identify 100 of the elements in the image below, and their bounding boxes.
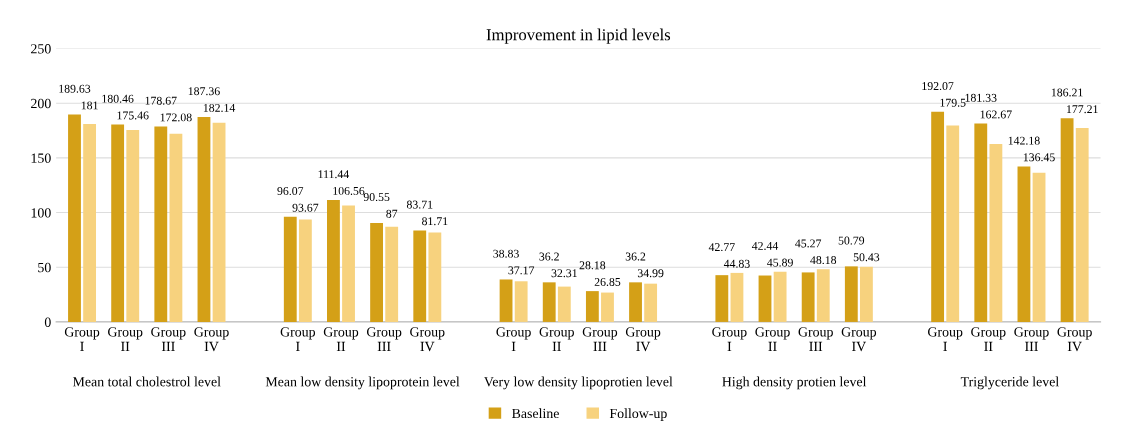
bar (773, 271, 787, 322)
bar (428, 232, 442, 322)
bar (557, 286, 571, 322)
bar (342, 205, 355, 322)
bar (499, 279, 513, 322)
data-label: 28.18 (579, 261, 606, 270)
bar (385, 226, 399, 322)
data-label: 178.67 (145, 96, 177, 105)
text: High density protien level (722, 376, 867, 390)
data-label: 172.08 (160, 113, 192, 122)
bar (1032, 172, 1046, 322)
text: Very low density lipoprotien level (484, 376, 673, 390)
x-tick-label: Group II (971, 327, 1006, 351)
bar (126, 130, 140, 322)
legend-label: Follow-up (609, 408, 667, 421)
bar (801, 272, 815, 322)
bar (212, 122, 226, 322)
y-tick-label: 250 (31, 44, 51, 54)
bar (989, 144, 1003, 322)
bar (758, 275, 772, 322)
x-tick-label: Group II (755, 327, 790, 351)
bar (154, 126, 168, 322)
data-label: 50.79 (838, 236, 865, 245)
data-label: 179.5 (940, 98, 966, 107)
bar (68, 114, 81, 322)
data-label: 34.99 (637, 269, 664, 278)
data-label: 37.17 (508, 266, 535, 275)
data-label: 45.89 (767, 258, 793, 267)
data-label: 192.07 (922, 82, 954, 91)
data-label: 96.07 (277, 187, 304, 196)
text: Triglyceride level (960, 376, 1059, 390)
x-tick-label: Group III (151, 327, 186, 351)
bar (197, 117, 211, 322)
bar (327, 200, 340, 322)
x-tick-label: Group IV (194, 327, 229, 352)
x-tick-label: Group I (64, 327, 100, 351)
data-label: 32.31 (551, 269, 577, 278)
y-tick-label: 200 (31, 98, 51, 109)
x-tick-label: Group II (108, 327, 143, 351)
bar (715, 275, 729, 322)
data-label: 136.45 (1023, 153, 1055, 162)
data-label: 87 (386, 209, 398, 218)
text: Mean total cholestrol level (72, 376, 221, 387)
x-tick-label: Group III (1014, 327, 1049, 351)
data-label: 42.77 (708, 243, 735, 252)
data-label: 142.18 (1008, 136, 1040, 145)
bar (974, 123, 988, 322)
bar (860, 266, 873, 322)
x-tick-label: Group II (323, 327, 359, 351)
data-label: 175.46 (117, 111, 149, 120)
data-label: 181.33 (965, 93, 997, 102)
data-label: 93.67 (292, 203, 319, 212)
x-tick-label: Group IV (1057, 327, 1092, 352)
x-tick-label: Group III (366, 327, 402, 351)
bar (542, 282, 556, 322)
bar (298, 219, 312, 322)
data-label: 44.83 (723, 259, 750, 268)
data-label: 111.44 (318, 170, 350, 179)
data-label: 186.21 (1051, 88, 1083, 97)
y-tick-label: 50 (38, 262, 51, 273)
x-tick-label: Group I (928, 327, 963, 351)
bar (1075, 128, 1089, 322)
data-label: 180.46 (102, 94, 134, 103)
data-label: 181 (81, 101, 98, 110)
legend-label: Baseline (512, 408, 559, 419)
data-label: 45.27 (795, 239, 822, 248)
x-tick-label: Group II (539, 327, 574, 351)
data-label: 187.36 (188, 87, 220, 96)
data-label: 36.2 (625, 252, 646, 261)
text: Mean low density lipoprotein level (265, 376, 460, 390)
y-tick-label: 150 (31, 153, 51, 163)
data-label: 83.71 (406, 200, 433, 209)
x-tick-label: Group I (712, 327, 747, 351)
x-tick-label: Group IV (625, 327, 661, 352)
chart-title: Improvement in lipid levels (486, 28, 671, 44)
data-label: 26.85 (594, 277, 621, 286)
bar (931, 111, 945, 322)
x-tick-label: Group III (582, 327, 618, 351)
y-tick-label: 100 (31, 208, 51, 218)
data-label: 106.56 (333, 186, 365, 195)
bar (1017, 166, 1031, 322)
data-label: 162.67 (980, 110, 1012, 119)
bar (413, 230, 427, 322)
x-tick-label: Group IV (841, 327, 877, 352)
bar (844, 266, 858, 322)
data-label: 182.14 (203, 103, 236, 112)
bar (816, 269, 830, 322)
bar (83, 123, 97, 322)
data-label: 38.83 (493, 249, 519, 258)
y-tick-label: 0 (44, 317, 51, 327)
bar (111, 124, 125, 322)
data-label: 90.55 (363, 193, 390, 202)
bar (169, 133, 183, 322)
data-label: 48.18 (810, 256, 837, 265)
x-tick-label: Group IV (410, 327, 445, 352)
bar (946, 125, 960, 322)
bar (644, 283, 658, 322)
data-label: 81.71 (422, 217, 448, 226)
bar (1060, 118, 1074, 322)
bar (629, 282, 642, 322)
